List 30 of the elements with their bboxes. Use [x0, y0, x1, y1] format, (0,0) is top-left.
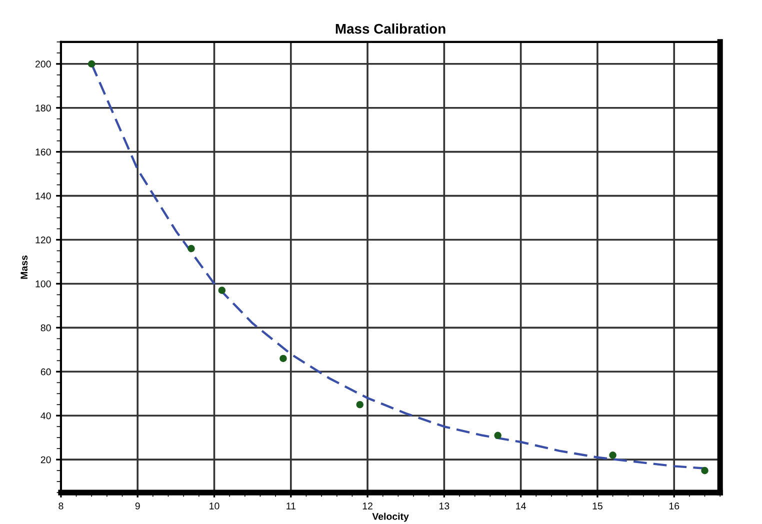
point [609, 452, 616, 459]
y-tick-label: 100 [36, 280, 51, 288]
y-tick-label: 40 [40, 412, 51, 420]
y-tick-label: 120 [36, 236, 51, 244]
point [701, 466, 708, 474]
x-axis-title: Velocity [372, 512, 409, 522]
y-tick-label: 80 [40, 324, 51, 332]
y-tick-label: 60 [40, 368, 51, 376]
x-tick-label: 10 [210, 502, 220, 510]
x-tick-label: 9 [135, 502, 140, 510]
point [494, 432, 502, 440]
y-tick-label: 160 [36, 148, 51, 156]
chart-title: Mass Calibration [336, 24, 446, 34]
point [356, 400, 364, 408]
y-tick-label: 140 [36, 192, 51, 200]
x-tick-label: 13 [440, 502, 450, 510]
x-tick-label: 14 [516, 502, 526, 510]
x-tick-label: 11 [286, 502, 296, 510]
point [280, 354, 287, 362]
point [88, 60, 96, 68]
y-tick-label: 200 [36, 60, 51, 68]
y-axis-title: Mass [20, 255, 28, 279]
point [218, 286, 226, 294]
x-tick-label: 8 [58, 502, 64, 510]
point [188, 244, 195, 252]
y-tick-label: 20 [40, 456, 51, 464]
x-tick-label: 16 [669, 502, 680, 510]
y-tick-label: 180 [36, 104, 51, 112]
x-tick-label: 15 [592, 502, 602, 510]
x-tick-label: 12 [362, 502, 372, 510]
